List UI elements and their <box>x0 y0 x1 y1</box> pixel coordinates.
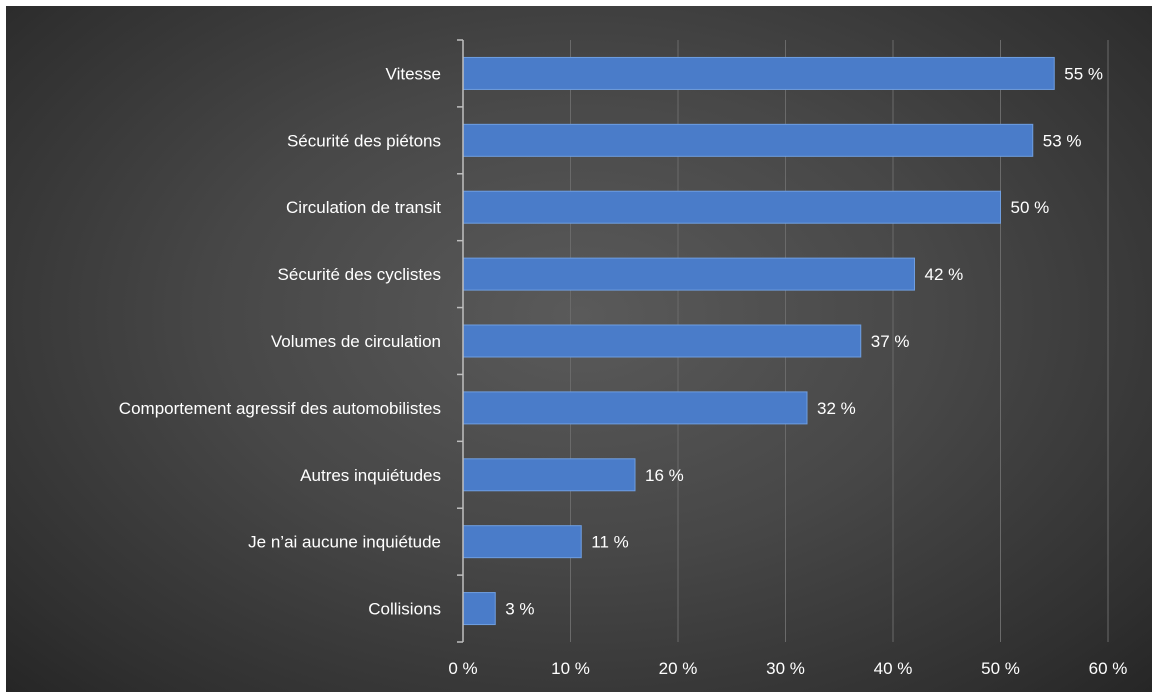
x-tick-label: 20 % <box>659 659 698 678</box>
category-label: Vitesse <box>386 64 441 83</box>
x-tick-label: 40 % <box>874 659 913 678</box>
bars <box>462 56 1055 626</box>
category-label: Collisions <box>368 600 441 619</box>
bar <box>462 525 582 559</box>
value-label: 3 % <box>505 600 534 619</box>
value-label: 50 % <box>1011 198 1050 217</box>
value-labels: 55 % 53 % 50 % 42 % 37 % 32 % 16 % 11 % 3 % <box>505 64 1103 618</box>
value-label: 37 % <box>871 332 910 351</box>
bar <box>462 592 496 626</box>
x-tick-label: 50 % <box>981 659 1020 678</box>
bar <box>462 324 862 358</box>
x-tick-label: 60 % <box>1089 659 1128 678</box>
bar <box>462 257 915 291</box>
category-label: Sécurité des piétons <box>287 131 441 150</box>
value-label: 16 % <box>645 466 684 485</box>
bar <box>462 123 1034 157</box>
category-label: Volumes de circulation <box>271 332 441 351</box>
x-tick-label: 10 % <box>551 659 590 678</box>
x-tick-label: 30 % <box>766 659 805 678</box>
y-axis <box>457 39 464 643</box>
category-label: Circulation de transit <box>286 198 441 217</box>
value-label: 53 % <box>1043 131 1082 150</box>
bar <box>462 56 1055 90</box>
category-label: Sécurité des cyclistes <box>278 265 441 284</box>
value-label: 55 % <box>1064 64 1103 83</box>
value-label: 11 % <box>591 533 629 552</box>
value-label: 42 % <box>925 265 964 284</box>
bar <box>462 458 636 492</box>
value-label: 32 % <box>817 399 856 418</box>
x-tick-label: 0 % <box>448 659 477 678</box>
x-tick-labels: 0 % 10 % 20 % 30 % 40 % 50 % 60 % <box>448 659 1127 678</box>
category-label: Comportement agressif des automobilistes <box>119 399 441 418</box>
category-label: Autres inquiétudes <box>300 466 441 485</box>
category-labels: Vitesse Sécurité des piétons Circulation d… <box>119 64 441 618</box>
bar <box>462 391 808 425</box>
bar <box>462 190 1001 224</box>
category-label: Je n’ai aucune inquiétude <box>248 533 441 552</box>
